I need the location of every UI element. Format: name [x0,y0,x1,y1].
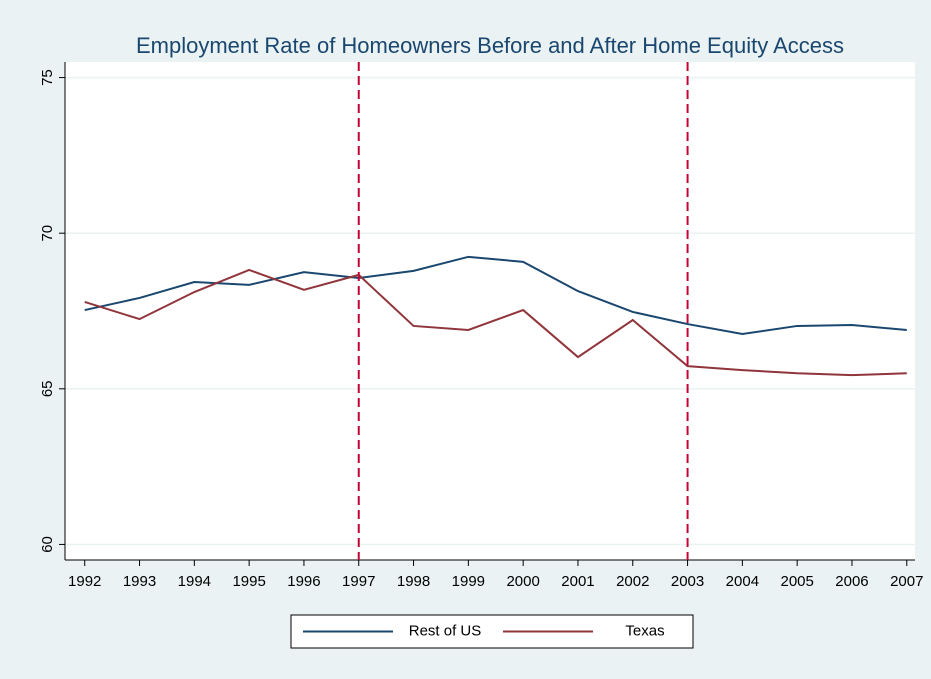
y-tick-label: 75 [39,69,56,86]
x-tick-label: 1994 [178,573,211,590]
y-tick-label: 65 [39,380,56,397]
y-tick-label: 60 [39,536,56,553]
x-tick-label: 1997 [342,573,375,590]
x-tick-label: 2006 [835,573,868,590]
x-tick-label: 2003 [671,573,704,590]
line-series [84,255,907,336]
plot-area [65,62,915,560]
x-tick-label: 1996 [287,573,320,590]
legend-label: Texas [625,622,664,639]
x-tick-label: 2005 [780,573,813,590]
line-series [84,268,907,377]
x-tick-label: 1999 [452,573,485,590]
x-tick-label: 2000 [506,573,539,590]
x-tick-label: 1993 [123,573,156,590]
x-tick-label: 1992 [68,573,101,590]
x-tick-label: 2001 [561,573,594,590]
x-tick-label: 1995 [232,573,265,590]
legend-label: Rest of US [409,622,482,639]
y-tick-label: 70 [39,225,56,242]
x-tick-label: 2007 [890,573,923,590]
x-tick-label: 2004 [726,573,759,590]
chart-title: Employment Rate of Homeowners Before and… [136,33,844,58]
x-tick-label: 2002 [616,573,649,590]
x-tick-label: 1998 [397,573,430,590]
